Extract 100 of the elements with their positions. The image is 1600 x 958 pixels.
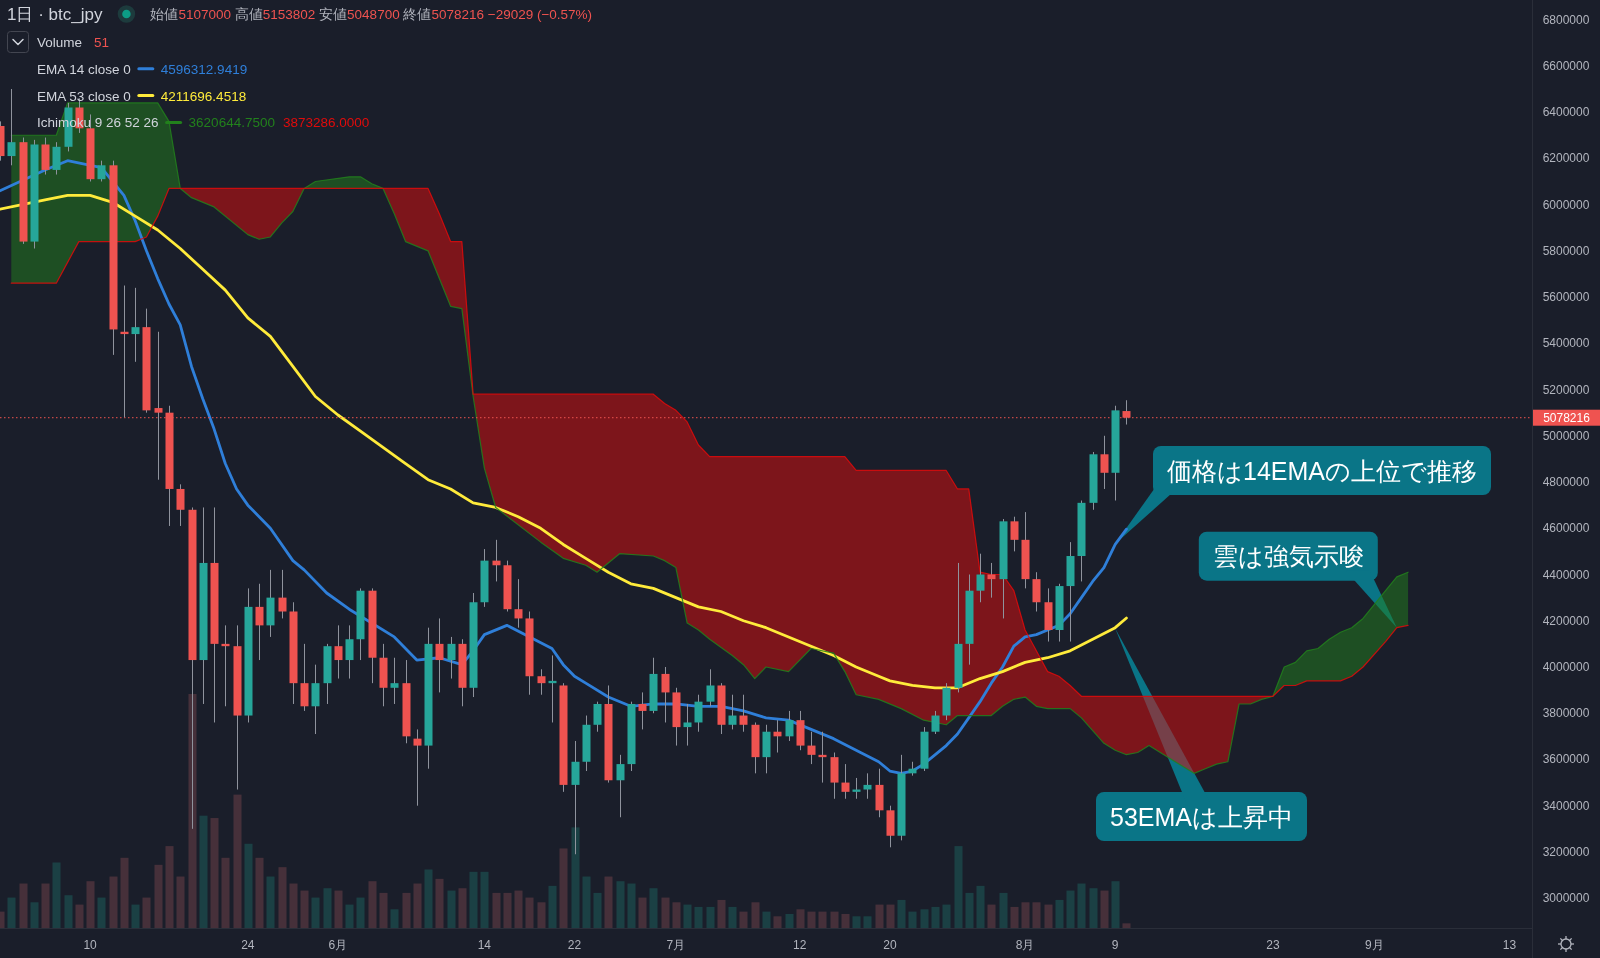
y-tick-label: 5800000: [1542, 243, 1590, 258]
x-tick-label: 12: [793, 938, 807, 952]
y-tick-label: 5400000: [1542, 336, 1590, 351]
candlestick: [706, 668, 715, 707]
bar: [210, 818, 219, 928]
text: Volume: [37, 34, 83, 50]
candlestick: [345, 624, 354, 680]
bar: [86, 881, 95, 928]
bar: [492, 892, 501, 928]
bar: [1055, 899, 1064, 928]
bar: [266, 876, 275, 928]
bar: [627, 883, 636, 928]
candlestick: [435, 617, 444, 693]
bar: [987, 904, 996, 928]
bar: [728, 906, 737, 928]
x-tick-label: 7月: [666, 938, 686, 952]
bar: [368, 881, 377, 928]
bar: [841, 913, 850, 928]
bar: [30, 902, 39, 928]
candlestick: [255, 583, 264, 661]
bar: [571, 827, 580, 928]
line-series: [0, 193, 1128, 690]
x-tick-label: 13: [1502, 938, 1517, 952]
candlestick: [1032, 571, 1041, 612]
annotation: 雲は強気示唆: [1212, 542, 1364, 571]
bar: [311, 897, 320, 928]
y-tick-label: 4000000: [1542, 659, 1590, 674]
bar: [807, 911, 816, 928]
candlestick: [97, 160, 106, 182]
candlestick: [931, 710, 940, 735]
candlestick: [863, 772, 872, 800]
bar: [706, 906, 715, 928]
y-tick-label: 3800000: [1542, 706, 1590, 721]
y-tick-label: 4400000: [1542, 567, 1590, 582]
bar: [154, 864, 163, 928]
bar: [739, 911, 748, 928]
bar: [717, 899, 726, 928]
x-tick-label: 10: [83, 938, 98, 952]
candlestick: [1100, 435, 1109, 490]
bar: [435, 878, 444, 928]
candlestick: [976, 553, 985, 603]
y-tick-label: 6200000: [1542, 151, 1590, 166]
candlestick: [514, 578, 523, 629]
candlestick: [278, 569, 287, 619]
y-tick-label: 4600000: [1542, 521, 1590, 536]
x-tick-label: 24: [241, 938, 255, 952]
bar: [694, 906, 703, 928]
bar: [75, 904, 84, 928]
bar: [165, 846, 174, 928]
candlestick: [7, 88, 16, 166]
bar: [661, 897, 670, 928]
candlestick: [413, 728, 422, 807]
bar: [424, 869, 433, 928]
bar: [999, 892, 1008, 928]
bar: [233, 794, 242, 928]
candlestick: [447, 636, 456, 680]
y-tick-label: 6800000: [1542, 12, 1590, 27]
bar: [41, 883, 50, 928]
ref-line-label: 5078216: [1543, 410, 1591, 425]
y-tick-label: 6400000: [1542, 105, 1590, 120]
bar: [390, 909, 399, 928]
bar: [593, 892, 602, 928]
bar: [863, 916, 872, 928]
x-tick-label: 20: [883, 938, 897, 952]
bar: [649, 888, 658, 928]
bar: [931, 906, 940, 928]
bar: [616, 881, 625, 928]
bar: [334, 890, 343, 928]
y-tick-label: 6600000: [1542, 58, 1590, 73]
x-tick-label: 6月: [328, 938, 348, 952]
bar: [920, 909, 929, 928]
bar: [672, 902, 681, 928]
y-tick-label: 3200000: [1542, 844, 1590, 859]
bar: [323, 888, 332, 928]
candlestick: [537, 668, 546, 696]
x-tick-label: 9: [1111, 938, 1119, 952]
bar: [109, 876, 118, 928]
candlestick: [131, 287, 140, 363]
candlestick: [638, 691, 647, 730]
bar: [356, 897, 365, 928]
bar: [1010, 906, 1019, 928]
bar: [278, 867, 287, 928]
chart-title: 1日 · btc_jpy: [7, 4, 103, 24]
bar: [131, 904, 140, 928]
bar: [1100, 890, 1109, 928]
candlestick: [739, 694, 748, 733]
bar: [97, 897, 106, 928]
bar: [1077, 883, 1086, 928]
bar: [120, 857, 129, 928]
bar: [221, 857, 230, 928]
bar: [402, 892, 411, 928]
bar: [773, 916, 782, 928]
bar: [954, 846, 963, 928]
bar: [176, 876, 185, 928]
bar: [638, 897, 647, 928]
annotation: 4596312.9419: [160, 61, 248, 77]
bar: [582, 876, 591, 928]
bar: [683, 904, 692, 928]
annotation: 3873286.0000: [282, 114, 370, 130]
bar: [1021, 902, 1030, 928]
